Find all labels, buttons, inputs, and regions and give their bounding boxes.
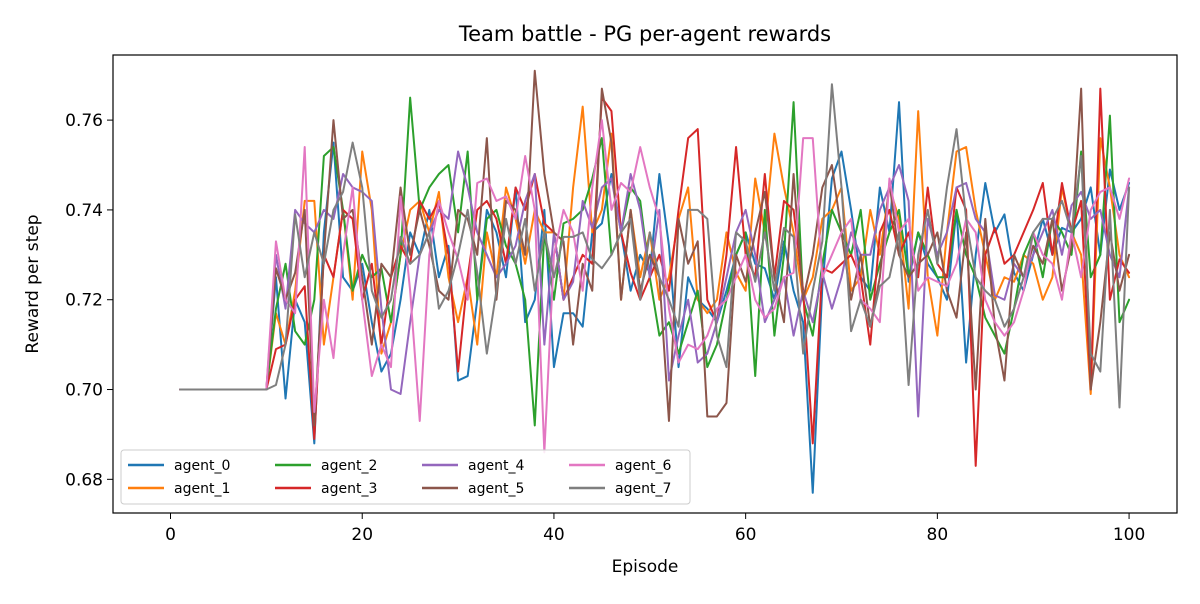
x-tick-label: 60 xyxy=(735,525,757,545)
legend-label-agent_1: agent_1 xyxy=(174,481,230,497)
x-axis: 0 20 40 60 80 100 xyxy=(165,513,1145,545)
x-tick-label: 40 xyxy=(543,525,565,545)
x-tick-label: 20 xyxy=(351,525,373,545)
x-tick-label: 80 xyxy=(927,525,949,545)
legend-items: agent_0agent_1agent_2agent_3agent_4agent… xyxy=(128,458,671,497)
series-line-agent_7 xyxy=(179,83,1131,409)
legend-label-agent_5: agent_5 xyxy=(468,481,524,497)
series-line-agent_4 xyxy=(179,150,1131,418)
y-axis: 0.68 0.70 0.72 0.74 0.76 xyxy=(65,111,113,490)
plot-area xyxy=(112,54,1178,514)
legend: agent_0agent_1agent_2agent_3agent_4agent… xyxy=(120,449,691,505)
legend-label-agent_2: agent_2 xyxy=(321,458,377,474)
series-line-agent_5 xyxy=(179,69,1131,427)
legend-label-agent_0: agent_0 xyxy=(174,458,230,474)
legend-label-agent_6: agent_6 xyxy=(615,458,671,474)
y-tick-label: 0.76 xyxy=(65,111,103,131)
legend-label-agent_3: agent_3 xyxy=(321,481,377,497)
y-axis-label: Reward per step xyxy=(23,214,43,353)
legend-label-agent_4: agent_4 xyxy=(468,458,524,474)
y-tick-label: 0.68 xyxy=(65,470,103,490)
legend-frame xyxy=(120,449,691,505)
x-tick-label: 100 xyxy=(1113,525,1145,545)
series-layer xyxy=(179,69,1131,494)
legend-label-agent_7: agent_7 xyxy=(615,481,671,497)
x-tick-label: 0 xyxy=(165,525,176,545)
x-axis-label: Episode xyxy=(612,557,679,577)
series-line-agent_6 xyxy=(179,119,1131,454)
y-tick-label: 0.74 xyxy=(65,201,103,221)
y-tick-label: 0.72 xyxy=(65,291,103,311)
chart-title: Team battle - PG per-agent rewards xyxy=(458,22,831,46)
y-tick-label: 0.70 xyxy=(65,381,103,401)
